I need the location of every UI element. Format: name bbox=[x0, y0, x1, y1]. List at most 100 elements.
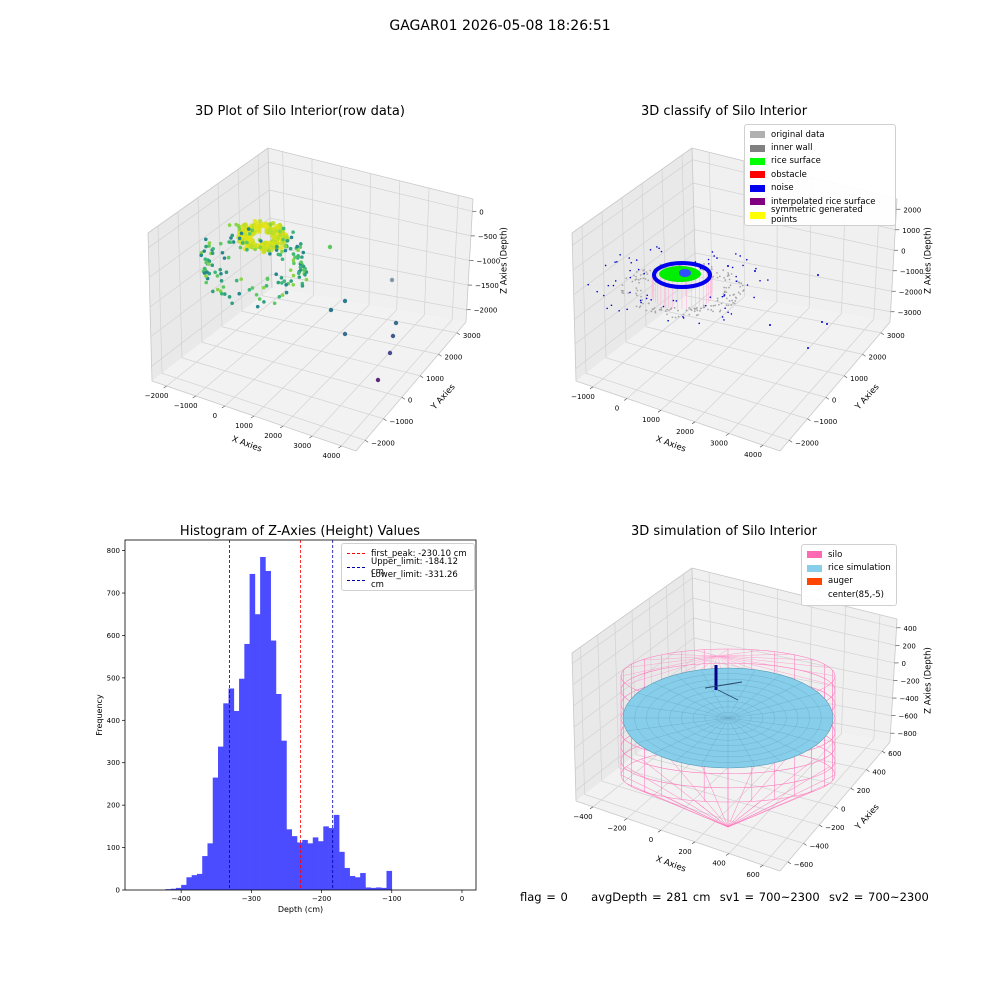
silo-wire bbox=[626, 655, 719, 668]
sim-grid-line bbox=[572, 597, 694, 685]
cls-point bbox=[730, 273, 733, 275]
raw-y-tick-label: 1000 bbox=[426, 375, 444, 383]
cls-grid-line bbox=[708, 152, 713, 291]
sim-grid-line bbox=[575, 697, 696, 791]
sim-grid-line bbox=[808, 597, 812, 728]
cls-y-tick-label: 2000 bbox=[869, 353, 887, 361]
cls-point bbox=[732, 301, 734, 304]
cls-point bbox=[658, 308, 661, 311]
raw-y-tick bbox=[383, 418, 387, 422]
raw-x-tick-label: 3000 bbox=[293, 442, 311, 450]
raw-point bbox=[251, 244, 256, 250]
cls-x-tick bbox=[691, 421, 696, 425]
cls-point bbox=[638, 281, 640, 284]
raw-point bbox=[301, 250, 306, 255]
cls-point bbox=[636, 294, 638, 297]
hist-x-tick-label: −200 bbox=[312, 895, 331, 903]
sim-grid-line bbox=[693, 637, 894, 681]
cls-point bbox=[669, 270, 672, 273]
raw-point bbox=[284, 290, 289, 295]
raw-point bbox=[257, 238, 262, 242]
cls-point bbox=[660, 309, 663, 312]
cls-noise-point bbox=[604, 264, 607, 267]
cls-point bbox=[742, 290, 745, 292]
raw-box-edge bbox=[147, 232, 153, 382]
cls-point bbox=[718, 275, 721, 278]
legend-item: Lower_limit: -331.26 cm bbox=[347, 570, 469, 590]
raw-point bbox=[210, 248, 215, 252]
raw-point bbox=[283, 235, 289, 241]
raw-point bbox=[240, 232, 246, 238]
raw-point bbox=[303, 272, 307, 277]
raw-point bbox=[239, 277, 243, 281]
raw-point bbox=[266, 244, 271, 250]
raw-grid-line bbox=[282, 309, 397, 427]
cls-noise-point bbox=[767, 279, 769, 281]
raw-point bbox=[248, 227, 253, 233]
raw-point bbox=[259, 246, 265, 251]
legend-label: interpolated rice surface bbox=[771, 196, 876, 207]
hist-x-tick-label: 0 bbox=[460, 895, 464, 903]
raw-point bbox=[202, 267, 207, 271]
raw-x-tick bbox=[250, 415, 255, 419]
raw-point bbox=[267, 223, 273, 228]
sim-y-tick bbox=[881, 750, 886, 754]
cls-point bbox=[639, 305, 642, 308]
raw-point bbox=[255, 304, 260, 309]
rice-mesh-line bbox=[653, 717, 729, 754]
raw-point bbox=[275, 245, 280, 250]
histogram-bar bbox=[249, 573, 256, 890]
sim-grid-line bbox=[601, 780, 804, 844]
cls-point bbox=[685, 309, 688, 312]
silo-wire bbox=[626, 655, 719, 685]
raw-point bbox=[228, 240, 233, 245]
raw-point bbox=[294, 246, 299, 250]
cls-x-tick-label: 3000 bbox=[710, 440, 728, 448]
sim-left-pane bbox=[572, 568, 696, 801]
raw-point bbox=[393, 320, 399, 326]
raw-point bbox=[300, 255, 304, 259]
cls-noise-point bbox=[730, 313, 733, 315]
rice-mesh-ring bbox=[634, 673, 822, 763]
cls-noise-point bbox=[643, 272, 646, 275]
cls-point bbox=[728, 300, 731, 302]
raw-point bbox=[234, 278, 239, 283]
raw-point bbox=[252, 245, 257, 250]
raw-point bbox=[254, 225, 259, 231]
histogram-title: Histogram of Z-Axies (Height) Values bbox=[179, 524, 421, 539]
raw-point bbox=[280, 257, 285, 262]
raw-point bbox=[271, 227, 277, 232]
cls-point bbox=[693, 307, 696, 310]
raw-point bbox=[274, 228, 280, 234]
cls-point bbox=[710, 268, 713, 271]
raw-point bbox=[239, 228, 245, 233]
raw-point bbox=[262, 244, 268, 250]
cls-grid-line bbox=[762, 318, 875, 446]
raw-point bbox=[219, 291, 224, 296]
raw-point bbox=[254, 292, 259, 297]
cls-noise-point bbox=[826, 323, 828, 325]
raw-box-edge bbox=[267, 147, 273, 289]
silo-wire bbox=[626, 783, 729, 828]
raw-point bbox=[251, 223, 257, 228]
cls-point bbox=[741, 284, 744, 287]
legend-swatch bbox=[807, 591, 822, 598]
raw-y-tick bbox=[419, 375, 424, 379]
cls-x-tick bbox=[657, 409, 662, 413]
cls-point bbox=[723, 291, 726, 294]
cls-y-tick bbox=[843, 375, 848, 379]
sim-grid-line bbox=[573, 637, 695, 728]
cls-grid-line bbox=[626, 296, 745, 399]
raw-point bbox=[205, 262, 210, 266]
cls-noise-point bbox=[614, 261, 616, 263]
silo-wire bbox=[664, 752, 729, 828]
raw-point bbox=[291, 230, 295, 234]
raw-point bbox=[261, 285, 266, 290]
cls-noise-point bbox=[721, 295, 724, 298]
raw-point bbox=[259, 239, 263, 243]
raw-point bbox=[261, 249, 267, 255]
cls-point bbox=[695, 314, 698, 317]
raw-point bbox=[268, 228, 273, 234]
cls-noise-point bbox=[629, 291, 631, 294]
raw-point bbox=[230, 301, 234, 306]
